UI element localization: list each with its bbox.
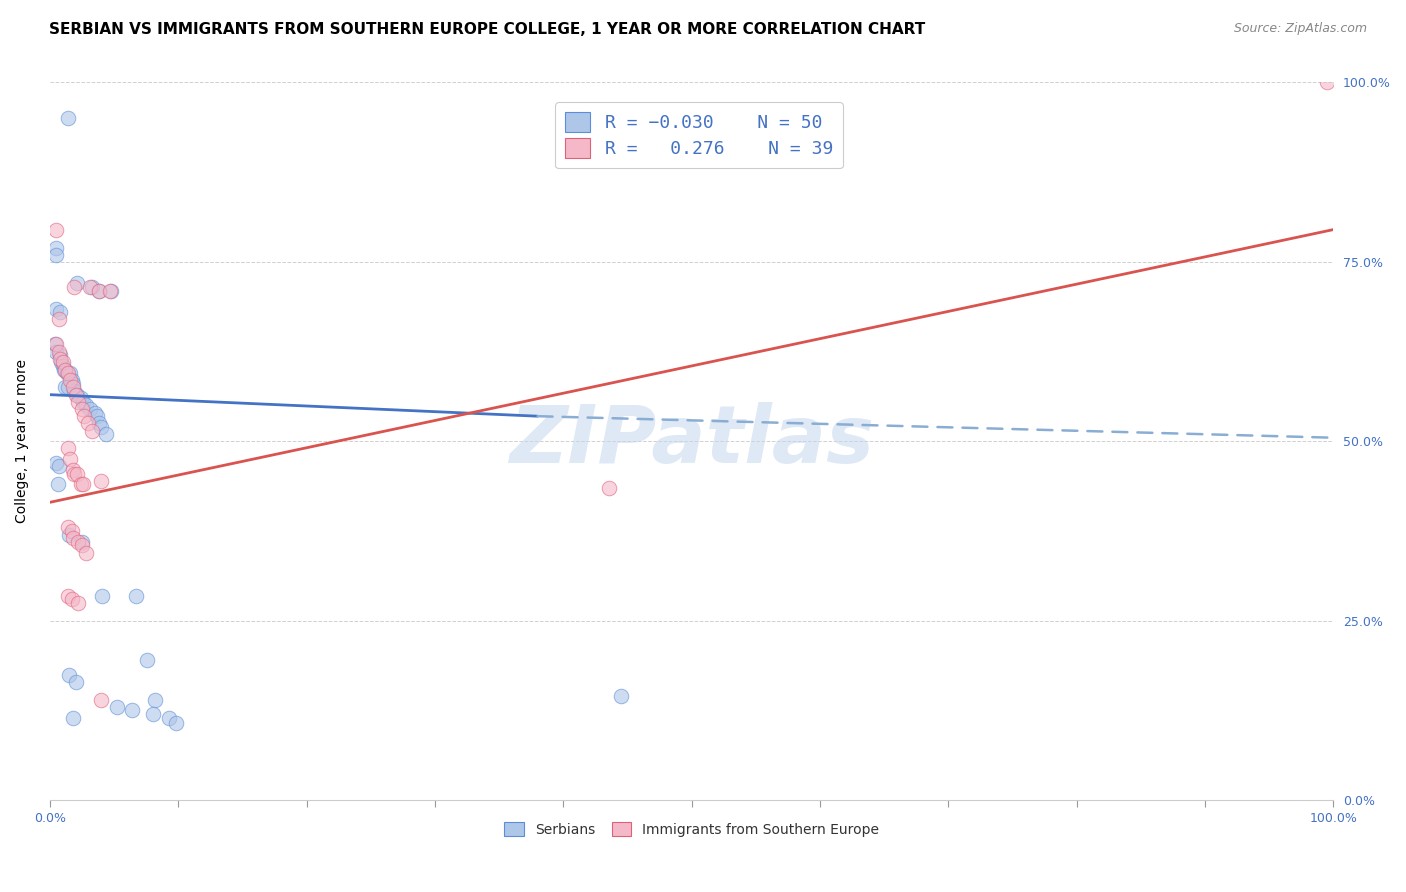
Point — [90, 692, 112, 706]
Point — [67, 394, 90, 409]
Point — [63, 280, 86, 294]
Point — [65, 674, 87, 689]
Point — [62, 376, 84, 391]
Point — [90, 474, 112, 488]
Point — [45, 240, 67, 254]
Point — [66, 387, 89, 401]
Point — [58, 527, 80, 541]
Point — [56, 112, 79, 126]
Point — [66, 277, 89, 291]
Point — [55, 366, 77, 380]
Point — [56, 589, 79, 603]
Point — [52, 359, 75, 373]
Point — [75, 399, 97, 413]
Point — [56, 442, 79, 456]
Point — [60, 592, 83, 607]
Text: ZIPatlas: ZIPatlas — [509, 402, 875, 480]
Point — [48, 344, 70, 359]
Point — [56, 520, 79, 534]
Point — [79, 280, 101, 294]
Point — [70, 534, 93, 549]
Point — [45, 301, 67, 316]
Point — [105, 699, 128, 714]
Point — [86, 409, 108, 424]
Point — [63, 384, 86, 398]
Point — [143, 692, 166, 706]
Point — [70, 538, 93, 552]
Point — [65, 387, 87, 401]
Point — [56, 380, 79, 394]
Point — [63, 467, 86, 481]
Point — [69, 391, 91, 405]
Point — [66, 467, 89, 481]
Text: SERBIAN VS IMMIGRANTS FROM SOUTHERN EUROPE COLLEGE, 1 YEAR OR MORE CORRELATION C: SERBIAN VS IMMIGRANTS FROM SOUTHERN EURO… — [49, 22, 925, 37]
Point — [49, 351, 72, 366]
Point — [51, 355, 73, 369]
Point — [98, 284, 121, 298]
Point — [62, 380, 84, 394]
Point — [67, 596, 90, 610]
Text: Source: ZipAtlas.com: Source: ZipAtlas.com — [1233, 22, 1367, 36]
Point — [62, 531, 84, 545]
Point — [72, 477, 94, 491]
Point — [121, 703, 143, 717]
Point — [53, 362, 76, 376]
Point — [72, 394, 94, 409]
Point — [70, 402, 93, 417]
Point — [598, 481, 620, 495]
Point — [87, 417, 110, 431]
Point — [96, 427, 118, 442]
Point — [67, 534, 90, 549]
Point — [46, 477, 69, 491]
Point — [44, 337, 66, 351]
Point — [45, 344, 67, 359]
Point — [157, 711, 180, 725]
Point — [45, 456, 67, 470]
Point — [45, 337, 67, 351]
Point — [49, 348, 72, 362]
Point — [69, 477, 91, 491]
Point — [77, 417, 100, 431]
Point — [45, 222, 67, 236]
Point — [58, 667, 80, 681]
Point — [79, 402, 101, 417]
Point — [53, 380, 76, 394]
Point — [60, 373, 83, 387]
Point — [59, 373, 82, 387]
Point — [62, 463, 84, 477]
Point — [125, 589, 148, 603]
Point — [141, 707, 163, 722]
Point — [100, 284, 122, 298]
Y-axis label: College, 1 year or more: College, 1 year or more — [15, 359, 30, 524]
Point — [59, 366, 82, 380]
Point — [87, 284, 110, 298]
Point — [90, 420, 112, 434]
Point — [82, 280, 104, 294]
Point — [48, 312, 70, 326]
Point — [91, 589, 114, 603]
Point — [62, 711, 84, 725]
Point — [60, 524, 83, 538]
Point — [165, 716, 187, 731]
Point — [610, 689, 633, 703]
Legend: Serbians, Immigrants from Southern Europe: Serbians, Immigrants from Southern Europ… — [498, 814, 886, 844]
Point — [52, 355, 75, 369]
Point — [136, 653, 159, 667]
Point — [82, 424, 104, 438]
Point — [48, 459, 70, 474]
Point — [75, 545, 97, 559]
Point — [49, 305, 72, 319]
Point — [1316, 75, 1339, 89]
Point — [83, 406, 105, 420]
Point — [56, 366, 79, 380]
Point — [45, 248, 67, 262]
Point — [73, 409, 96, 424]
Point — [87, 284, 110, 298]
Point — [52, 362, 75, 376]
Point — [59, 452, 82, 467]
